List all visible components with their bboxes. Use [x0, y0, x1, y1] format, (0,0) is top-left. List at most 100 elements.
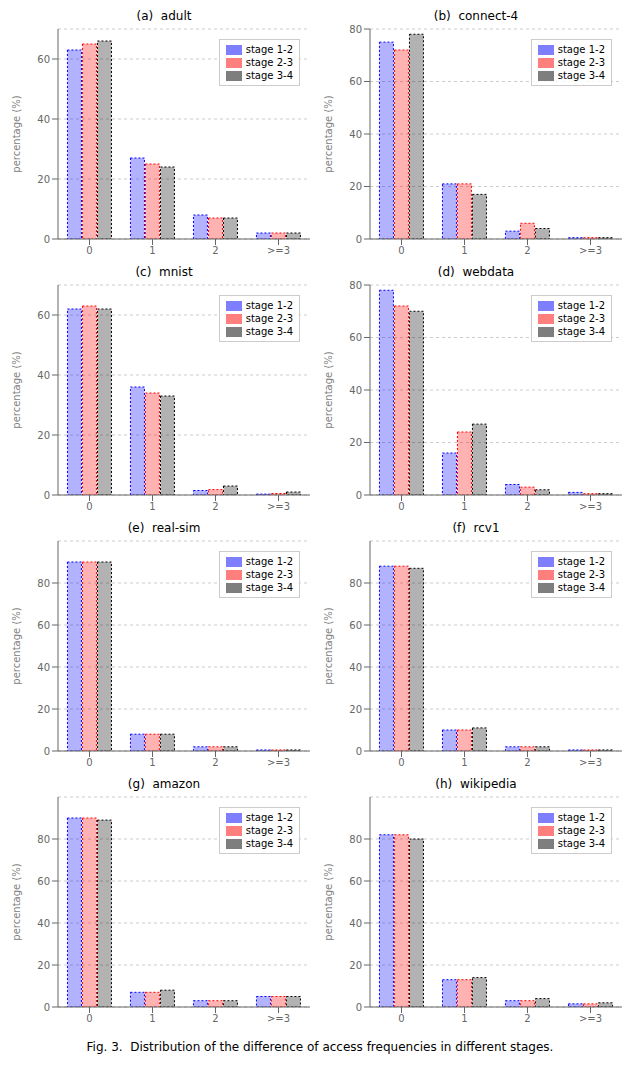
svg-text:2: 2	[524, 1013, 530, 1024]
html-text:stage 1-2: stage 1-2	[557, 44, 605, 55]
html-text:stage 2-3: stage 2-3	[245, 313, 293, 324]
svg-text:1: 1	[149, 245, 155, 256]
svg-text:percentage (%): percentage (%)	[11, 607, 22, 685]
svg-text:40: 40	[37, 370, 50, 381]
svg-text:0: 0	[86, 1013, 92, 1024]
svg-text:1: 1	[461, 245, 467, 256]
svg-text:percentage (%): percentage (%)	[11, 863, 22, 941]
html-text:Fig. 3. Distribution of the di: Fig. 3. Distribution of the difference o…	[86, 1040, 554, 1054]
svg-text:60: 60	[37, 876, 50, 887]
html-text:(d) webdata: (d) webdata	[437, 265, 515, 279]
html-text:stage 3-4: stage 3-4	[557, 70, 605, 81]
svg-text:1: 1	[149, 757, 155, 768]
html-text:stage 2-3: stage 2-3	[245, 57, 293, 68]
svg-text:>=3: >=3	[579, 757, 602, 768]
svg-text:80: 80	[37, 578, 50, 589]
svg-text:60: 60	[349, 76, 362, 87]
svg-text:2: 2	[524, 757, 530, 768]
svg-text:0: 0	[398, 757, 404, 768]
svg-text:0: 0	[86, 245, 92, 256]
svg-text:percentage (%): percentage (%)	[323, 607, 334, 685]
svg-text:0: 0	[44, 746, 50, 757]
html-text:(e) real-sim: (e) real-sim	[127, 521, 201, 535]
svg-text:2: 2	[212, 245, 218, 256]
html-text:stage 3-4: stage 3-4	[557, 326, 605, 337]
svg-text:>=3: >=3	[267, 757, 290, 768]
html-text:stage 3-4: stage 3-4	[245, 70, 293, 81]
svg-text:2: 2	[212, 501, 218, 512]
svg-text:40: 40	[37, 662, 50, 673]
html-text:stage 1-2: stage 1-2	[245, 556, 293, 567]
svg-text:20: 20	[37, 960, 50, 971]
svg-text:percentage (%): percentage (%)	[323, 863, 334, 941]
svg-text:60: 60	[37, 310, 50, 321]
html-text:stage 1-2: stage 1-2	[245, 44, 293, 55]
svg-text:>=3: >=3	[267, 245, 290, 256]
svg-text:0: 0	[44, 1002, 50, 1013]
svg-text:2: 2	[212, 1013, 218, 1024]
svg-text:60: 60	[37, 54, 50, 65]
svg-text:0: 0	[398, 245, 404, 256]
svg-text:40: 40	[37, 918, 50, 929]
svg-text:40: 40	[349, 385, 362, 396]
html-text:(b) connect-4: (b) connect-4	[433, 9, 519, 23]
svg-text:percentage (%): percentage (%)	[323, 95, 334, 173]
svg-text:20: 20	[37, 430, 50, 441]
svg-text:20: 20	[37, 704, 50, 715]
svg-text:1: 1	[149, 1013, 155, 1024]
svg-text:0: 0	[356, 490, 362, 501]
svg-text:>=3: >=3	[267, 1013, 290, 1024]
svg-text:1: 1	[461, 757, 467, 768]
svg-text:20: 20	[349, 960, 362, 971]
svg-text:>=3: >=3	[579, 245, 602, 256]
html-text:(a) adult: (a) adult	[136, 9, 192, 23]
svg-text:2: 2	[524, 245, 530, 256]
svg-text:20: 20	[37, 174, 50, 185]
svg-text:2: 2	[212, 757, 218, 768]
html-text:stage 1-2: stage 1-2	[557, 300, 605, 311]
svg-text:0: 0	[86, 757, 92, 768]
svg-text:40: 40	[349, 129, 362, 140]
svg-text:>=3: >=3	[579, 501, 602, 512]
svg-text:0: 0	[44, 490, 50, 501]
html-text:stage 2-3: stage 2-3	[557, 313, 605, 324]
svg-text:>=3: >=3	[579, 1013, 602, 1024]
svg-text:0: 0	[398, 1013, 404, 1024]
svg-text:20: 20	[349, 437, 362, 448]
svg-text:40: 40	[349, 662, 362, 673]
svg-text:percentage (%): percentage (%)	[323, 351, 334, 429]
svg-text:40: 40	[37, 114, 50, 125]
html-text:(f) rcv1: (f) rcv1	[452, 521, 500, 535]
svg-text:80: 80	[349, 280, 362, 291]
svg-text:20: 20	[349, 704, 362, 715]
svg-text:0: 0	[86, 501, 92, 512]
svg-text:80: 80	[349, 834, 362, 845]
svg-text:60: 60	[349, 876, 362, 887]
svg-text:0: 0	[356, 746, 362, 757]
svg-text:0: 0	[44, 234, 50, 245]
svg-text:percentage (%): percentage (%)	[11, 95, 22, 173]
svg-text:60: 60	[349, 620, 362, 631]
svg-text:1: 1	[461, 1013, 467, 1024]
svg-text:1: 1	[461, 501, 467, 512]
svg-text:percentage (%): percentage (%)	[11, 351, 22, 429]
html-text:stage 2-3: stage 2-3	[557, 57, 605, 68]
svg-text:20: 20	[349, 181, 362, 192]
svg-text:0: 0	[398, 501, 404, 512]
svg-text:0: 0	[356, 234, 362, 245]
svg-text:40: 40	[349, 918, 362, 929]
svg-text:0: 0	[356, 1002, 362, 1013]
html-text:stage 3-4: stage 3-4	[245, 326, 293, 337]
html-text:(c) mnist: (c) mnist	[135, 265, 193, 279]
svg-text:60: 60	[37, 620, 50, 631]
svg-text:1: 1	[149, 501, 155, 512]
svg-text:80: 80	[349, 578, 362, 589]
svg-text:2: 2	[524, 501, 530, 512]
svg-text:>=3: >=3	[267, 501, 290, 512]
html-text:stage 1-2: stage 1-2	[245, 300, 293, 311]
svg-text:80: 80	[37, 834, 50, 845]
html-text:(h) wikipedia: (h) wikipedia	[435, 777, 517, 791]
svg-text:60: 60	[349, 332, 362, 343]
html-text:(g) amazon: (g) amazon	[127, 777, 201, 791]
svg-text:80: 80	[349, 24, 362, 35]
